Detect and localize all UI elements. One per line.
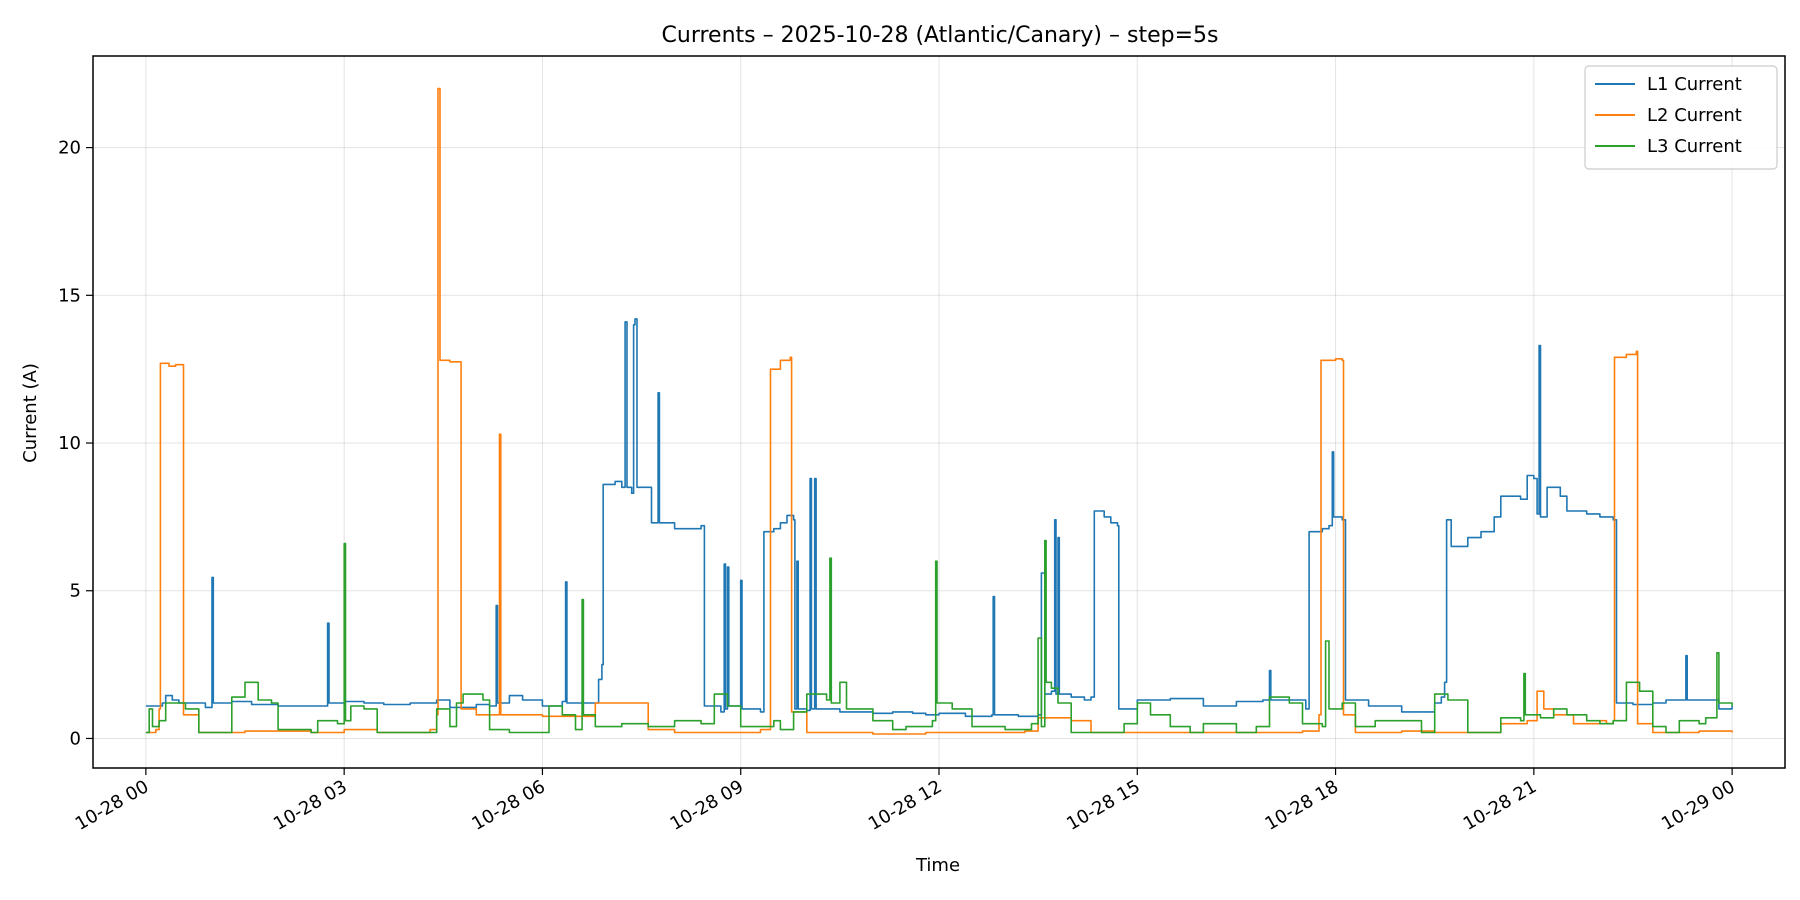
legend-label: L2 Current [1647,105,1742,126]
chart-title: Currents – 2025-10-28 (Atlantic/Canary) … [662,23,1219,48]
series-line-l3 [145,539,1733,734]
grid [93,56,1785,768]
y-tick-label: 10 [58,433,81,454]
x-axis-label: Time [915,855,960,876]
legend-label: L1 Current [1647,74,1742,95]
legend-label: L3 Current [1647,136,1742,157]
legend-box [1584,65,1778,170]
series-line-l1 [145,318,1733,718]
y-tick-label: 15 [58,285,81,306]
y-tick-label: 20 [58,138,81,159]
y-tick-label: 0 [70,728,81,749]
legend: L1 Current L2 Current L3 Current [1584,65,1778,170]
y-axis-label: Current (A) [20,363,41,463]
series-group [145,87,1733,735]
y-axis: 0 5 10 15 20 [58,138,93,749]
y-tick-label: 5 [70,581,81,602]
